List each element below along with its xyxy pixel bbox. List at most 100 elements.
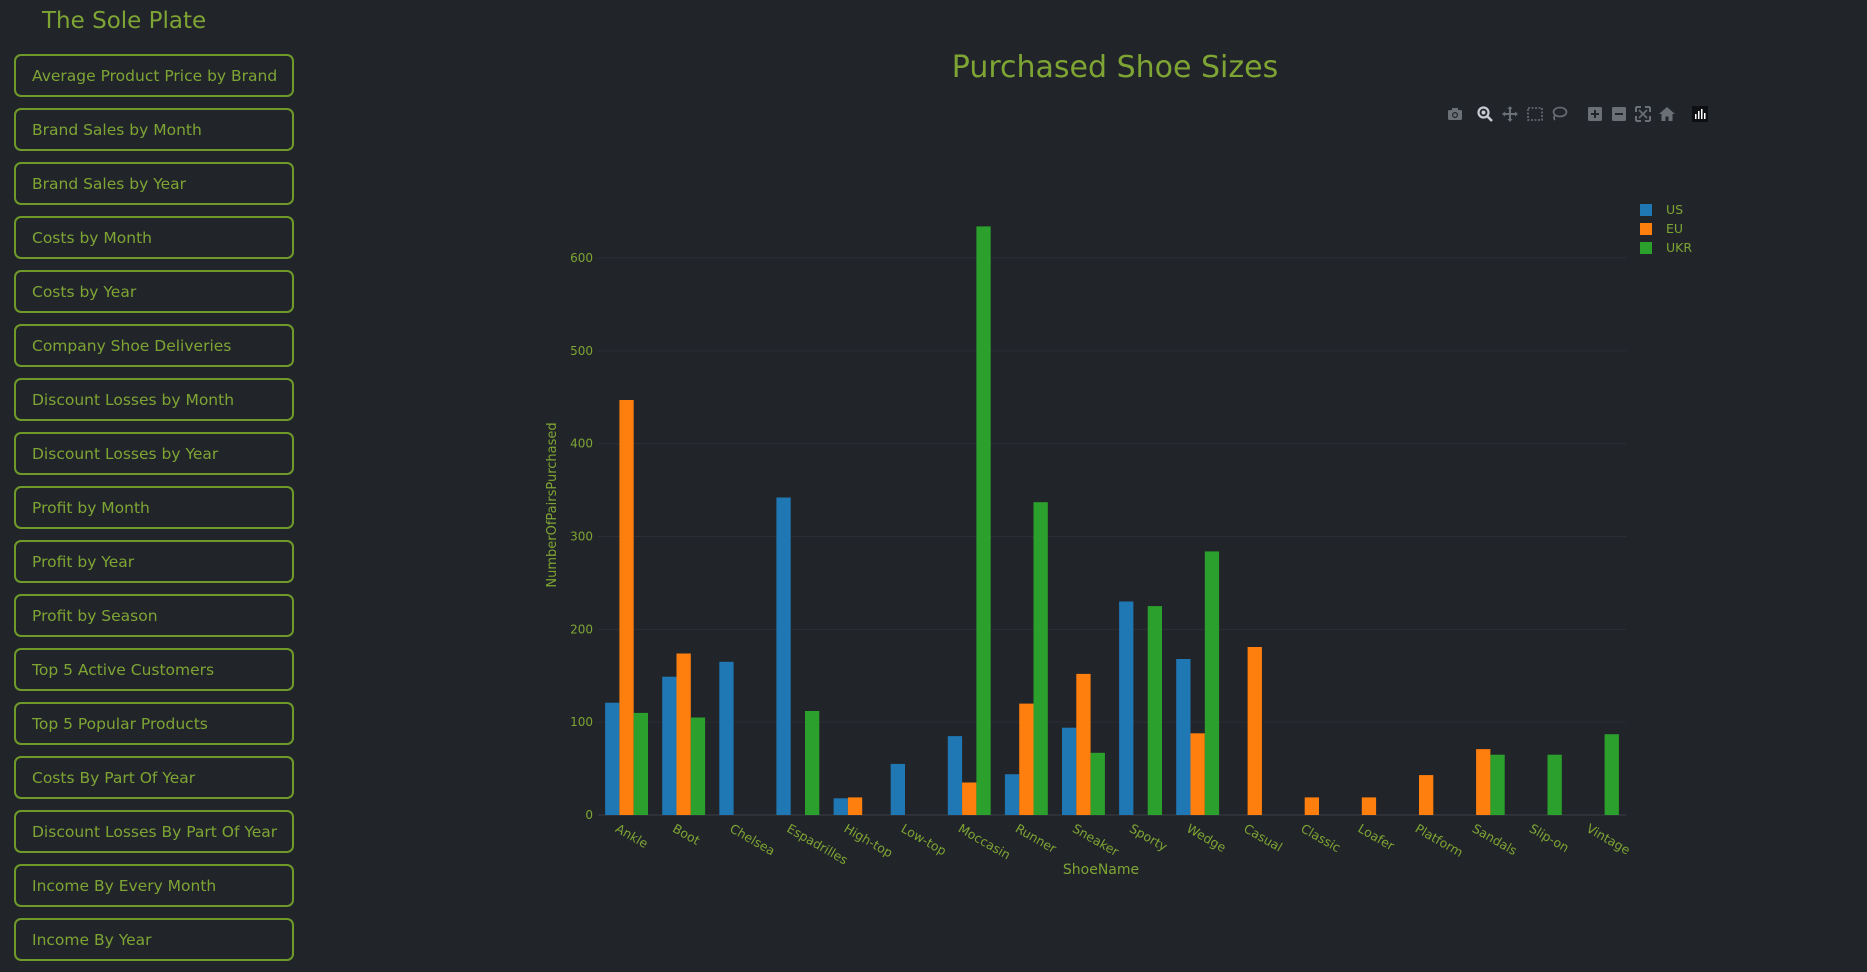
x-tick-label: Sporty: [1127, 821, 1170, 855]
legend-item-ukr[interactable]: UKR: [1640, 238, 1692, 257]
x-tick-label: Classic: [1298, 821, 1343, 856]
lasso-select-icon[interactable]: [1549, 104, 1569, 124]
bar-ukr-ankle[interactable]: [633, 712, 648, 815]
bar-us-low-top[interactable]: [890, 763, 905, 815]
bar-ukr-slip-on[interactable]: [1547, 754, 1562, 815]
bar-us-moccasin[interactable]: [947, 736, 963, 815]
zoom-out-icon[interactable]: [1609, 104, 1629, 124]
x-tick-label: Chelsea: [727, 821, 778, 859]
bar-eu-casual[interactable]: [1247, 647, 1262, 815]
bar-eu-platform[interactable]: [1419, 775, 1434, 815]
nav-income-by-every-month[interactable]: Income By Every Month: [14, 864, 294, 907]
bar-us-espadrilles[interactable]: [776, 497, 791, 816]
bar-eu-moccasin[interactable]: [962, 782, 977, 816]
app-title: The Sole Plate: [42, 8, 207, 34]
reset-axes-icon[interactable]: [1657, 104, 1677, 124]
x-tick-label: Vintage: [1584, 821, 1633, 858]
y-tick-label: 0: [585, 808, 593, 822]
bar-ukr-sporty[interactable]: [1147, 606, 1162, 815]
x-tick-label: Slip-on: [1527, 821, 1572, 856]
bar-ukr-moccasin[interactable]: [976, 226, 991, 815]
x-tick-label: Boot: [670, 821, 703, 848]
nav-discount-losses-by-month[interactable]: Discount Losses by Month: [14, 378, 294, 421]
bar-eu-runner[interactable]: [1019, 703, 1034, 815]
bar-ukr-vintage[interactable]: [1604, 734, 1619, 815]
bar-eu-loafer[interactable]: [1361, 797, 1377, 815]
y-tick-label: 300: [570, 530, 593, 544]
chart-bars: [605, 226, 1619, 815]
nav-costs-by-year[interactable]: Costs by Year: [14, 270, 294, 313]
nav-costs-by-month[interactable]: Costs by Month: [14, 216, 294, 259]
bar-eu-sneaker[interactable]: [1076, 673, 1091, 815]
x-tick-label: Runner: [1013, 821, 1060, 857]
camera-icon[interactable]: [1445, 104, 1465, 124]
y-tick-label: 400: [570, 437, 593, 451]
x-tick-label: Moccasin: [956, 821, 1014, 863]
bar-eu-ankle[interactable]: [619, 400, 634, 815]
nav-costs-by-part-of-year[interactable]: Costs By Part Of Year: [14, 756, 294, 799]
legend-label-us: US: [1666, 202, 1684, 217]
legend-item-us[interactable]: US: [1640, 200, 1692, 219]
nav-profit-by-year[interactable]: Profit by Year: [14, 540, 294, 583]
bar-eu-high-top[interactable]: [847, 797, 863, 815]
bar-ukr-espadrilles[interactable]: [805, 711, 820, 815]
bar-us-ankle[interactable]: [605, 702, 620, 815]
x-tick-label: Sneaker: [1070, 821, 1122, 860]
box-select-icon[interactable]: [1525, 104, 1545, 124]
nav-profit-by-month[interactable]: Profit by Month: [14, 486, 294, 529]
bar-ukr-runner[interactable]: [1033, 502, 1048, 815]
y-axis-title: NumberOfPairsPurchased: [545, 422, 560, 587]
x-tick-label: Wedge: [1184, 821, 1229, 856]
x-tick-label: Sandals: [1470, 821, 1520, 859]
legend-label-ukr: UKR: [1666, 240, 1693, 255]
y-tick-label: 600: [570, 251, 593, 265]
x-tick-label: Espadrilles: [784, 821, 850, 868]
x-axis-title: ShoeName: [1063, 862, 1139, 878]
bar-us-wedge[interactable]: [1176, 659, 1191, 815]
y-tick-label: 200: [570, 622, 593, 636]
y-axis-ticks: 0 100 200 300 400 500 600: [570, 251, 593, 822]
legend-label-eu: EU: [1666, 221, 1684, 236]
y-tick-label: 500: [570, 344, 593, 358]
bar-chart: 0 100 200 300 400 500 600 Ankle Boot Chelsea Espa…: [545, 226, 1633, 878]
bar-ukr-boot[interactable]: [690, 717, 706, 816]
zoom-in-icon[interactable]: [1585, 104, 1605, 124]
nav-discount-losses-by-part-of-year[interactable]: Discount Losses By Part Of Year: [14, 810, 294, 853]
bar-us-sneaker[interactable]: [1062, 727, 1077, 815]
pan-icon[interactable]: [1500, 104, 1520, 124]
legend-swatch-ukr: [1640, 241, 1652, 254]
bar-ukr-sneaker[interactable]: [1090, 752, 1105, 815]
x-tick-label: Ankle: [613, 821, 651, 852]
bar-ukr-sandals[interactable]: [1490, 754, 1505, 815]
bar-eu-sandals[interactable]: [1476, 749, 1491, 815]
x-tick-label: Platform: [1413, 821, 1466, 860]
nav-brand-sales-by-year[interactable]: Brand Sales by Year: [14, 162, 294, 205]
bar-us-chelsea[interactable]: [719, 661, 734, 815]
x-tick-label: Low-top: [899, 821, 950, 859]
sidebar: Average Product Price by Brand Brand Sal…: [14, 54, 294, 972]
bar-eu-wedge[interactable]: [1190, 733, 1205, 815]
nav-company-shoe-deliveries[interactable]: Company Shoe Deliveries: [14, 324, 294, 367]
x-tick-label: Casual: [1241, 821, 1285, 855]
legend-swatch-us: [1640, 203, 1652, 216]
bar-ukr-wedge[interactable]: [1204, 551, 1220, 815]
nav-discount-losses-by-year[interactable]: Discount Losses by Year: [14, 432, 294, 475]
legend-item-eu[interactable]: EU: [1640, 219, 1692, 238]
nav-top-5-active-customers[interactable]: Top 5 Active Customers: [14, 648, 294, 691]
bar-eu-boot[interactable]: [676, 653, 691, 816]
chart-title: Purchased Shoe Sizes: [951, 50, 1279, 85]
x-tick-label: Loafer: [1356, 821, 1398, 854]
plotly-logo-icon[interactable]: [1690, 104, 1710, 124]
bar-eu-classic[interactable]: [1304, 797, 1319, 815]
bar-us-boot[interactable]: [662, 676, 677, 815]
nav-profit-by-season[interactable]: Profit by Season: [14, 594, 294, 637]
autoscale-icon[interactable]: [1633, 104, 1653, 124]
bar-us-sporty[interactable]: [1119, 601, 1134, 816]
chart-legend: US EU UKR: [1640, 200, 1692, 257]
zoom-icon[interactable]: [1475, 104, 1495, 124]
bar-us-runner[interactable]: [1004, 774, 1020, 815]
nav-average-product-price-by-brand[interactable]: Average Product Price by Brand: [14, 54, 294, 97]
bar-us-high-top[interactable]: [833, 798, 848, 815]
nav-top-5-popular-products[interactable]: Top 5 Popular Products: [14, 702, 294, 745]
nav-brand-sales-by-month[interactable]: Brand Sales by Month: [14, 108, 294, 151]
